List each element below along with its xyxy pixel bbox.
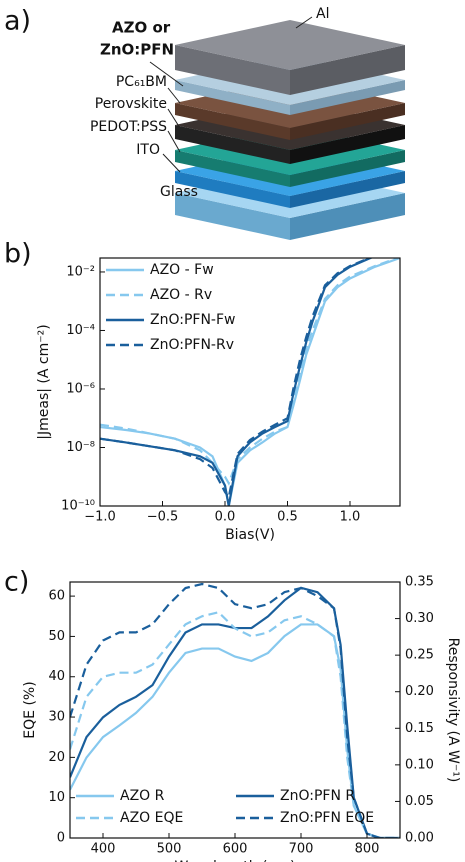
y-axis-label: EQE (%) [22,681,38,738]
layer-label: Al [316,6,329,22]
legend-label: ZnO:PFN R [280,788,355,804]
y-tick-label: 10 [48,790,65,805]
x-axis-label: Bias(V) [225,527,275,543]
x-tick-label: 400 [91,842,116,857]
leader [167,130,181,153]
series-line [100,258,373,500]
series-line [70,611,400,838]
y2-tick-label: 0.30 [405,611,434,626]
y-tick-label: 40 [48,669,65,684]
cap-label: ZnO:PFN [100,41,174,59]
y2-tick-label: 0.00 [405,831,434,846]
series-line [70,623,400,838]
series-line [100,258,400,506]
x-axis-label: Wavelength (nm) [175,859,296,862]
legend-label: AZO R [120,788,165,804]
y2-tick-label: 0.20 [405,684,434,699]
layer-label: Perovskite [95,96,167,112]
layer-label: ITO [136,142,160,158]
y2-tick-label: 0.25 [405,648,434,663]
x-tick-label: 0.0 [215,510,236,525]
y2-tick-label: 0.10 [405,757,434,772]
x-tick-label: 600 [223,842,248,857]
layer-label: PEDOT:PSS [90,119,167,135]
y-tick-label: 10⁻¹⁰ [61,499,95,514]
legend-label: AZO - Rv [150,287,212,303]
leader [167,108,181,129]
cap-label: AZO or [112,19,171,37]
x-tick-label: −1.0 [84,510,116,525]
x-tick-label: 1.0 [340,510,361,525]
legend-label: ZnO:PFN-Fw [150,312,235,328]
layer-label: Glass [160,184,198,200]
y2-axis-label: Responsivity (A W⁻¹) [445,638,461,783]
series-group [100,258,400,506]
y-tick-label: 20 [48,750,65,765]
y-tick-label: 0 [57,831,65,846]
leader [149,61,184,87]
layer-al [175,20,405,95]
legend-label: AZO EQE [120,810,183,826]
legend-label: AZO - Fw [150,262,214,278]
y-axis-label: |Jmeas| (A cm⁻²) [36,324,52,439]
y-tick-label: 50 [48,629,65,644]
legend-label: ZnO:PFN EQE [280,810,374,826]
legend-label: ZnO:PFN-Rv [150,337,234,353]
y-tick-label: 10⁻⁴ [66,323,95,338]
x-tick-label: 0.5 [277,510,298,525]
x-tick-label: 800 [355,842,380,857]
layer-label: PC₆₁BM [116,74,167,90]
x-tick-label: −0.5 [147,510,179,525]
x-tick-label: 500 [157,842,182,857]
y-tick-label: 10⁻⁸ [66,440,95,455]
panel-label: c) [4,567,29,598]
y2-tick-label: 0.35 [405,575,434,590]
series-group [70,582,400,838]
y-tick-label: 10⁻² [66,264,95,279]
y-tick-label: 10⁻⁶ [66,381,95,396]
leader [162,153,181,173]
series-line [70,582,400,838]
device-stack: a) [4,6,405,240]
leader [167,87,181,104]
y-tick-label: 60 [48,589,65,604]
plot-frame [99,257,401,507]
series-line [100,258,400,486]
x-tick-label: 700 [289,842,314,857]
leader [295,16,313,29]
y2-tick-label: 0.05 [405,794,434,809]
panel-label: b) [4,239,32,270]
panel-label: a) [4,6,31,37]
y-tick-label: 30 [48,710,65,725]
y2-tick-label: 0.15 [405,721,434,736]
series-line [100,258,374,506]
